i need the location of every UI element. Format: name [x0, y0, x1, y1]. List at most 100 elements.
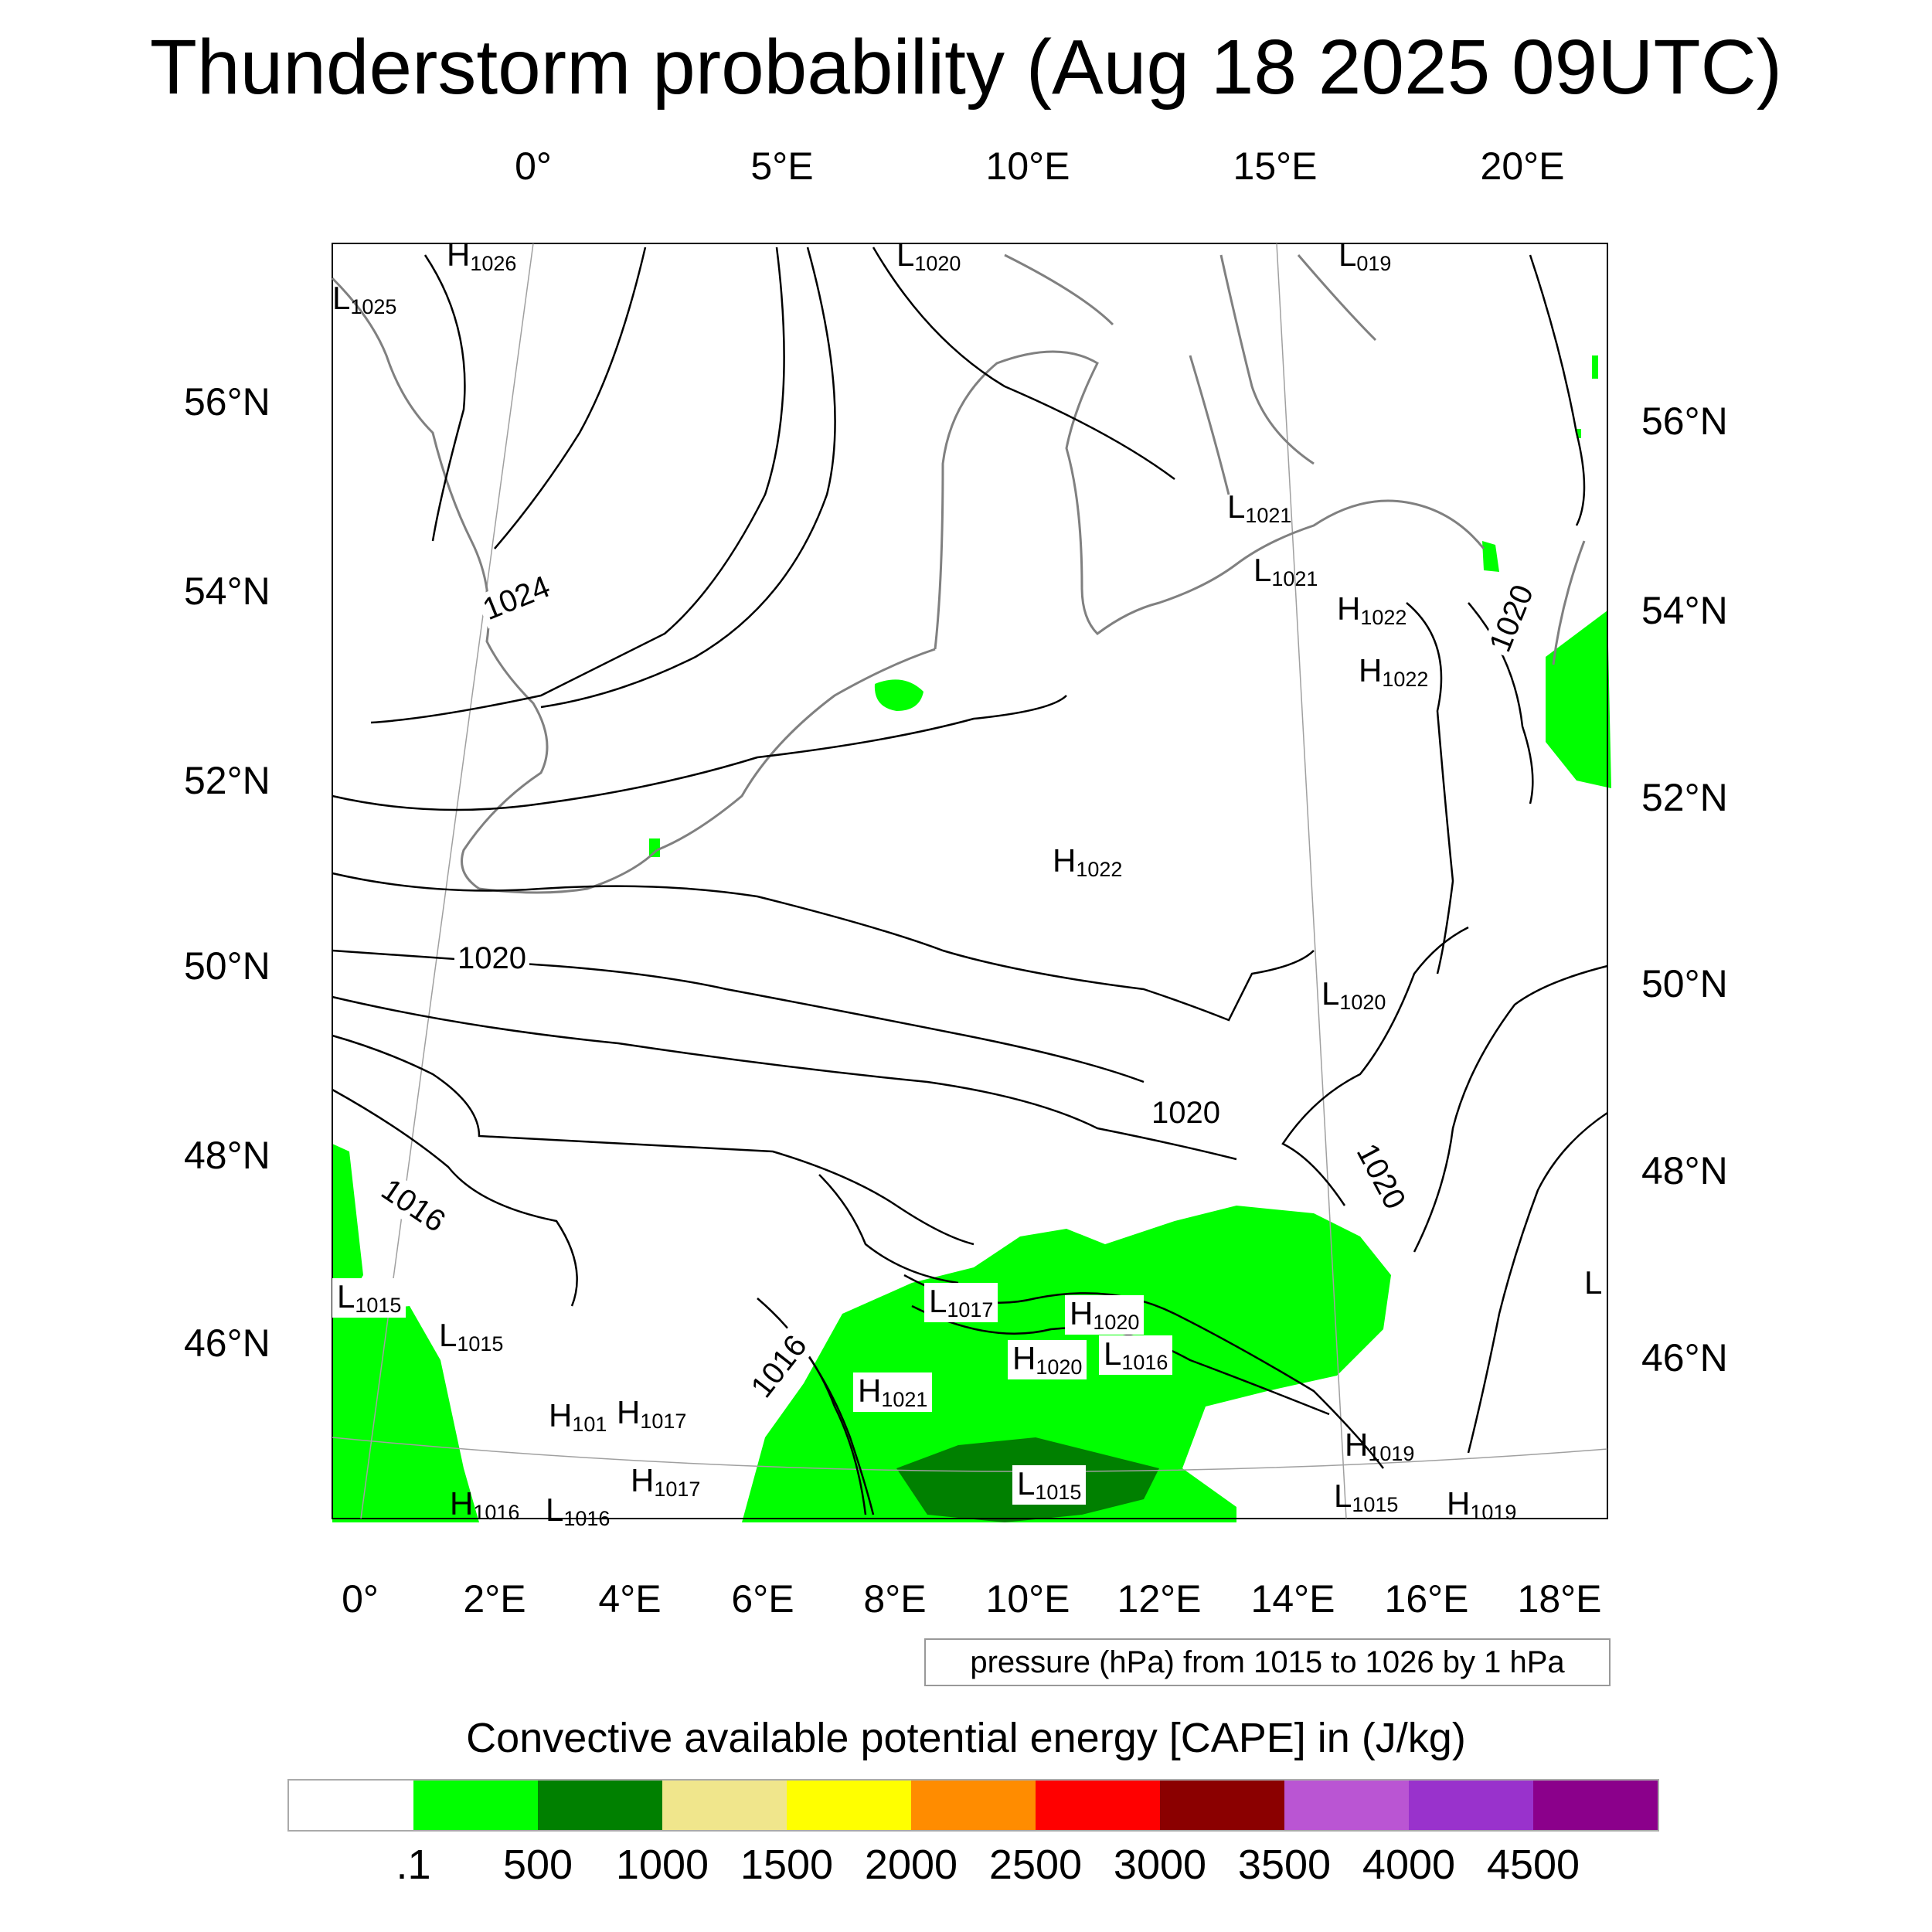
isobar — [332, 1034, 975, 1246]
pressure-center-label: H1026 — [447, 236, 517, 275]
tick-label-right-52n: 52°N — [1641, 776, 1728, 819]
pressure-center-label: L1016 — [1099, 1335, 1173, 1375]
isobar — [332, 695, 1067, 811]
legend-label: 4000 — [1362, 1842, 1456, 1888]
isobar — [494, 247, 647, 549]
pressure-center-label: L1020 — [896, 236, 961, 275]
pressure-center-label: L019 — [1338, 236, 1392, 275]
isobar — [332, 872, 1315, 1022]
isobar — [1406, 602, 1454, 975]
tick-label-top-10e: 10°E — [985, 145, 1070, 188]
pressure-center-label: H1019 — [1447, 1485, 1517, 1524]
contour-info-box: pressure (hPa) from 1015 to 1026 by 1 hP… — [924, 1638, 1611, 1686]
isobar — [540, 247, 836, 709]
tick-label-top-15e: 15°E — [1233, 145, 1318, 188]
legend-label: 2000 — [864, 1842, 958, 1888]
isobar — [332, 1088, 578, 1307]
pressure-center-label: L — [1584, 1264, 1603, 1301]
tick-label-bottom-8e: 8°E — [863, 1577, 927, 1621]
cape-area-jutland-west — [874, 679, 923, 711]
isobar — [370, 247, 785, 724]
legend-swatch — [1036, 1781, 1160, 1830]
tick-label-top-0: 0° — [515, 145, 552, 188]
pressure-center-label: L1015 — [1012, 1465, 1087, 1505]
tick-label-bottom-2e: 2°E — [463, 1577, 526, 1621]
legend-swatch — [1160, 1781, 1284, 1830]
legend-swatch — [1284, 1781, 1409, 1830]
tick-label-left-46n: 46°N — [184, 1321, 270, 1365]
isobar — [818, 1174, 959, 1284]
tick-label-bottom-18e: 18°E — [1517, 1577, 1602, 1621]
pressure-center-label: L1015 — [1334, 1478, 1399, 1516]
pressure-center-label: L1021 — [1227, 488, 1292, 527]
legend-swatch — [1409, 1781, 1533, 1830]
legend-label: 3000 — [1113, 1842, 1207, 1888]
pressure-center-label: L1020 — [1321, 975, 1386, 1014]
pressure-center-label: L1015 — [332, 1278, 406, 1318]
tick-label-bottom-12e: 12°E — [1117, 1577, 1202, 1621]
legend-swatch — [289, 1781, 413, 1830]
tick-label-right-48n: 48°N — [1641, 1149, 1728, 1192]
isobar — [1529, 254, 1586, 526]
cape-shading — [332, 355, 1611, 1522]
chart-title: Thunderstorm probability (Aug 18 2025 09… — [149, 24, 1783, 111]
legend-label: .1 — [396, 1842, 431, 1888]
isobar-label: 1020 — [1148, 1096, 1223, 1131]
pressure-center-label: H1022 — [1359, 652, 1429, 691]
pressure-center-label: L1017 — [924, 1283, 998, 1322]
legend-label: 500 — [502, 1842, 573, 1888]
pressure-center-label: H1020 — [1065, 1295, 1145, 1335]
legend-label: 1500 — [740, 1842, 834, 1888]
legend-swatch — [1533, 1781, 1658, 1830]
legend-colorbar — [287, 1779, 1659, 1832]
legend-label: 4500 — [1486, 1842, 1580, 1888]
isobar — [872, 247, 1175, 481]
legend-title: Convective available potential energy [C… — [466, 1715, 1466, 1761]
tick-label-left-54n: 54°N — [184, 570, 270, 613]
pressure-center-label: H1016 — [450, 1485, 520, 1524]
legend-swatch — [787, 1781, 911, 1830]
tick-label-bottom-10e: 10°E — [985, 1577, 1070, 1621]
tick-label-right-46n: 46°N — [1641, 1336, 1728, 1379]
tick-label-bottom-14e: 14°E — [1250, 1577, 1335, 1621]
pressure-center-label: H1019 — [1345, 1427, 1415, 1465]
tick-label-left-48n: 48°N — [184, 1134, 270, 1177]
pressure-center-label: L1015 — [439, 1317, 504, 1355]
isobar — [1281, 926, 1469, 1206]
isobar — [423, 254, 466, 542]
tick-label-right-50n: 50°N — [1641, 962, 1728, 1005]
pressure-center-label: H1022 — [1053, 842, 1123, 881]
tick-label-right-54n: 54°N — [1641, 589, 1728, 632]
legend-label: 1000 — [615, 1842, 709, 1888]
tick-label-right-56n: 56°N — [1641, 400, 1728, 443]
pressure-center-label: L1025 — [332, 280, 397, 318]
pressure-center-label: H1021 — [853, 1372, 933, 1412]
cape-area-southwest — [332, 1306, 479, 1522]
pressure-center-label: H1017 — [617, 1394, 687, 1433]
tick-label-bottom-16e: 16°E — [1384, 1577, 1469, 1621]
isobar — [332, 995, 1237, 1161]
tick-label-left-56n: 56°N — [184, 380, 270, 423]
pressure-center-label: L1021 — [1253, 552, 1318, 590]
legend-swatch — [538, 1781, 662, 1830]
tick-label-top-20e: 20°E — [1480, 145, 1565, 188]
tick-label-top-5e: 5°E — [750, 145, 814, 188]
pressure-center-label: H1022 — [1337, 590, 1407, 629]
legend-swatch — [911, 1781, 1036, 1830]
cape-area-east — [1546, 611, 1611, 788]
pressure-center-label: H1017 — [631, 1462, 701, 1501]
isobar — [1467, 1111, 1608, 1454]
legend-swatch — [413, 1781, 538, 1830]
isobar-label: 1020 — [454, 941, 529, 976]
tick-label-bottom-4e: 4°E — [598, 1577, 662, 1621]
tick-label-bottom-6e: 6°E — [731, 1577, 794, 1621]
legend-label: 3500 — [1237, 1842, 1332, 1888]
tick-label-left-50n: 50°N — [184, 944, 270, 988]
tick-label-left-52n: 52°N — [184, 759, 270, 802]
coastlines — [331, 253, 1586, 894]
tick-label-bottom-0: 0° — [342, 1577, 379, 1621]
pressure-center-label: L1016 — [546, 1492, 611, 1530]
pressure-center-label: H1020 — [1008, 1340, 1087, 1379]
isobar — [1413, 964, 1608, 1253]
pressure-center-label: H101 — [549, 1397, 607, 1436]
